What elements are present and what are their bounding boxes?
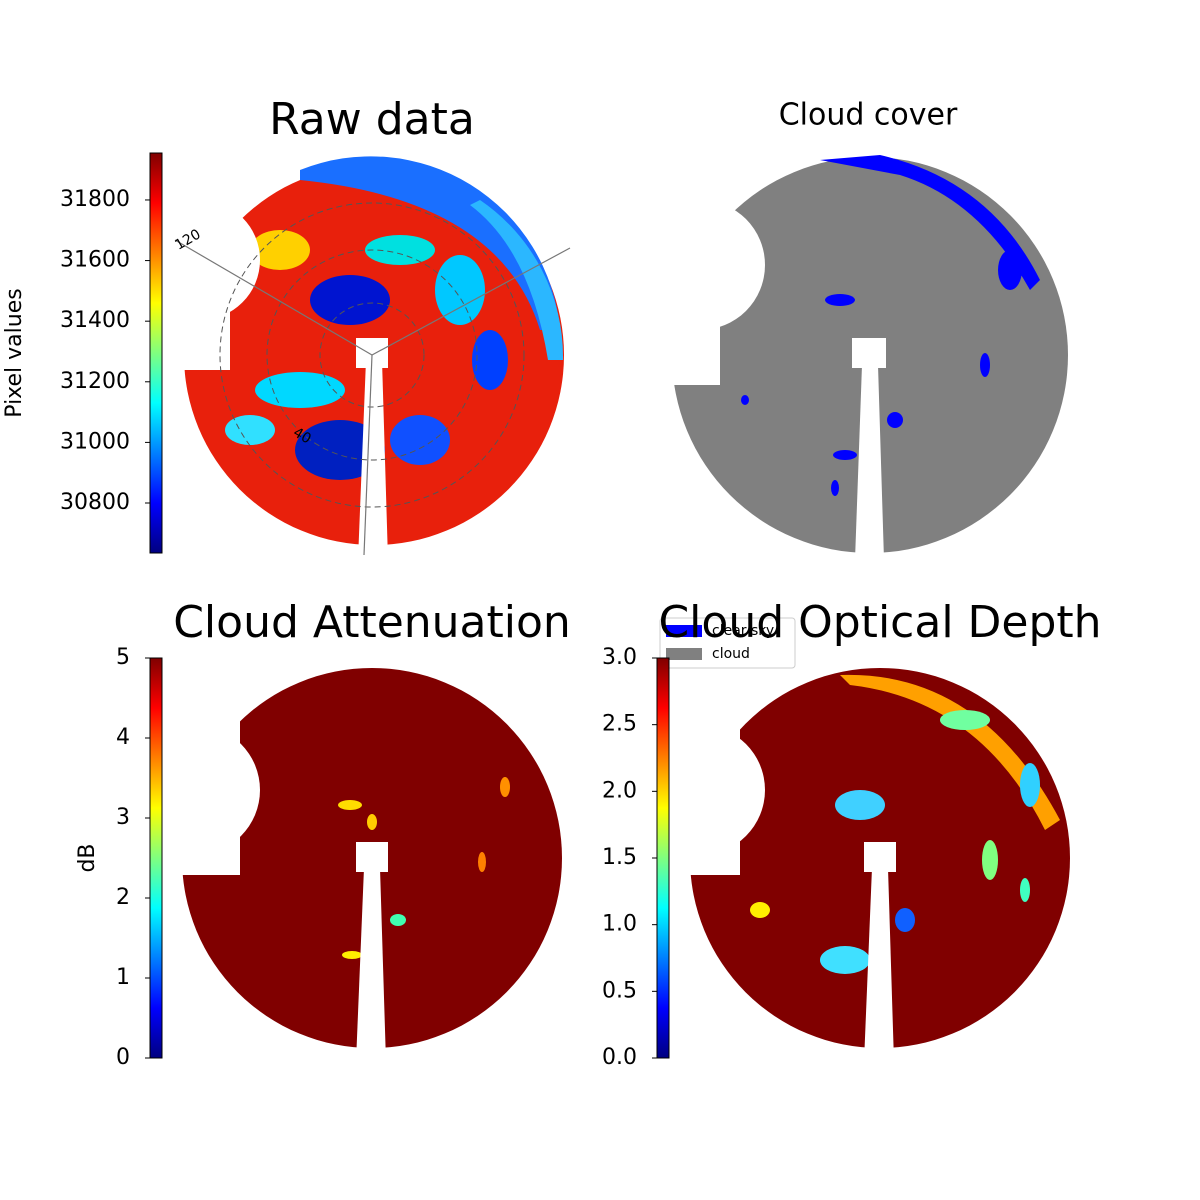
colorbar-tick-label: 31200 [60,369,130,394]
colorbar-tick-label: 1.5 [602,845,637,870]
colorbar-tick-label: 1.0 [602,912,637,937]
legend-swatch [666,625,702,637]
colorbar-tick-label: 3 [116,805,130,830]
colorbar-tick-label: 0.5 [602,978,637,1003]
colorbar-tick-label: 3.0 [602,645,637,670]
colorbar-tick-label: 1 [116,965,130,990]
colorbar-tick-label: 31800 [60,187,130,212]
colorbar [149,657,163,1059]
attenuation-image [130,665,562,1062]
colorbar [656,657,670,1059]
colorbar-tick-label: 5 [116,645,130,670]
panel-title: Cloud Optical Depth [658,597,1101,648]
panel-title: Cloud Attenuation [173,597,571,648]
optical-depth-image [635,665,1070,1062]
colorbar-tick-label: 31400 [60,308,130,333]
colorbar-tick-label: 0 [116,1045,130,1070]
colorbar-tick-label: 2.0 [602,778,637,803]
panel-title: Raw data [269,94,475,145]
colorbar-tick-label: 4 [116,725,130,750]
raw-image [140,156,571,560]
cloud-cover-image [635,155,1068,560]
polar-label: 40 [290,425,313,448]
legend-label: clear sky [712,623,774,639]
legend-label: cloud [712,646,750,662]
legend-swatch [666,648,702,660]
colorbar [149,152,163,554]
colorbar-tick-label: 2.5 [602,712,637,737]
panel-title: Cloud cover [779,98,958,133]
colorbar-tick-label: 30800 [60,490,130,515]
colorbar-label: Pixel values [2,288,27,417]
colorbar-tick-label: 31600 [60,248,130,273]
colorbar-label: dB [75,843,100,872]
colorbar-tick-label: 31000 [60,429,130,454]
colorbar-tick-label: 0.0 [602,1045,637,1070]
colorbar-tick-label: 2 [116,885,130,910]
